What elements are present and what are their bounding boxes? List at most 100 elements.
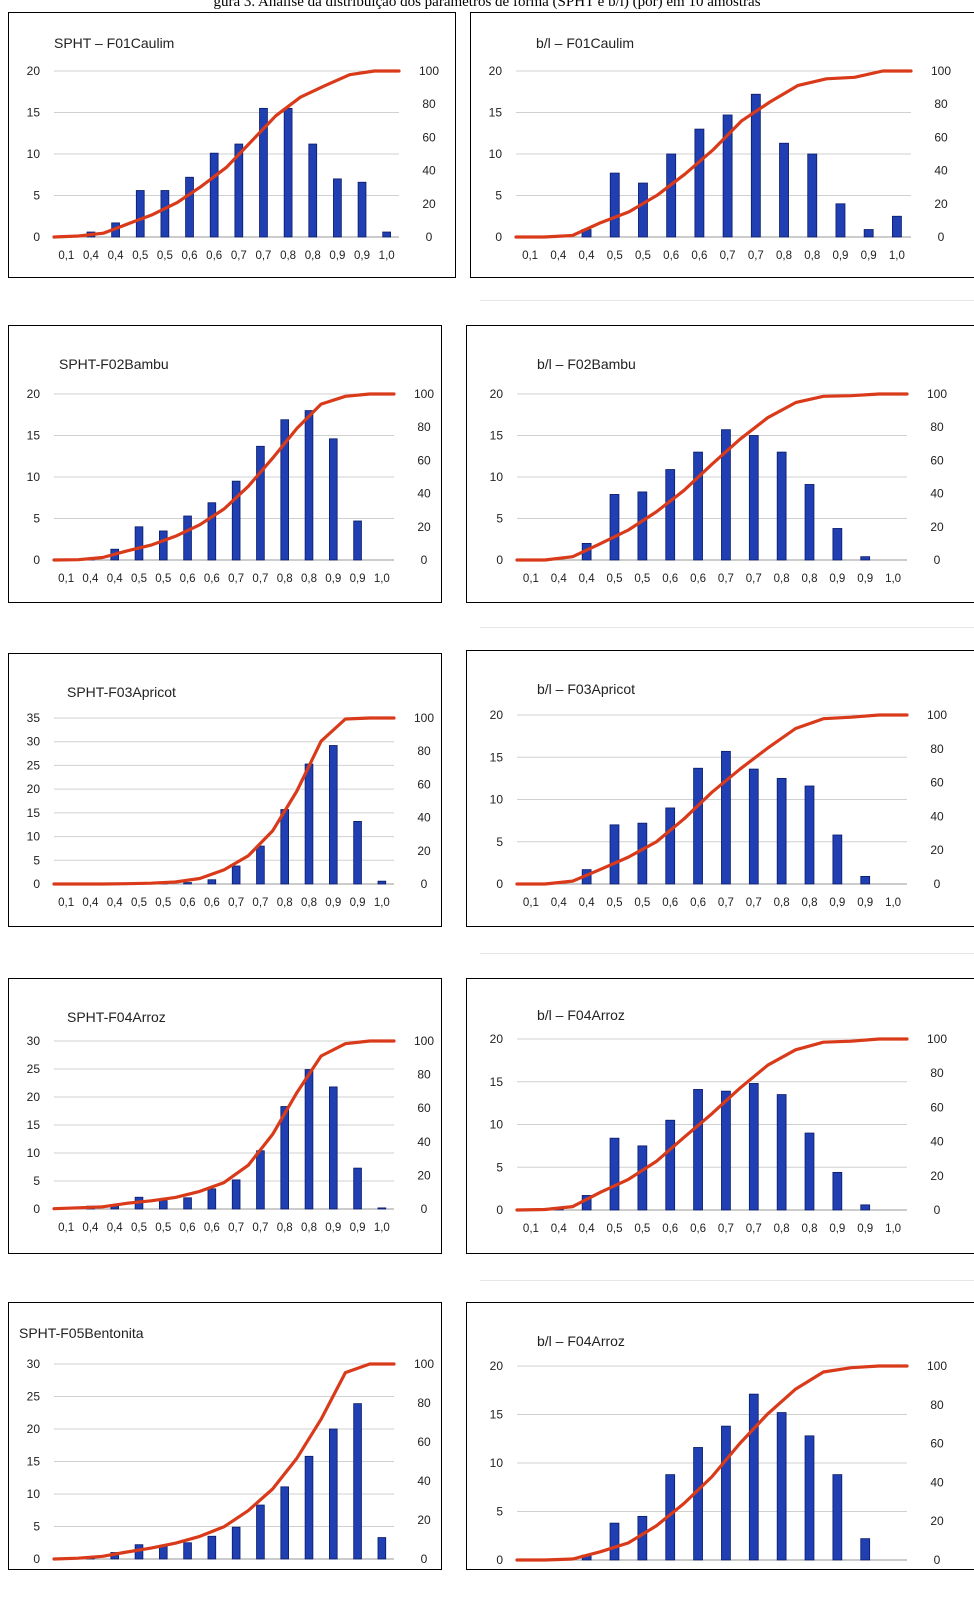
bar [158,530,168,561]
x-tick-label: 0,5 [635,250,651,262]
y2-tick-label: 20 [417,1513,431,1527]
bar [637,1145,648,1211]
y-tick-label: 0 [496,1553,503,1567]
bar [693,1089,703,1211]
cumulative-line [52,716,396,886]
bar [666,153,677,238]
x-tick-label: 0,9 [329,250,345,262]
bar [863,229,874,238]
x-tick-label: 0,5 [634,573,650,585]
y2-tick-label: 100 [414,1034,434,1048]
bar [860,556,871,561]
y-tick-label: 10 [27,1487,41,1501]
bar [207,1188,217,1210]
bar [776,1412,787,1561]
x-tick-label: 0,1 [523,897,539,909]
cumulative-line [515,1364,909,1562]
y-tick-label: 5 [33,1174,40,1188]
x-tick-label: 0,8 [774,1223,790,1235]
y2-tick-label: 100 [414,387,434,401]
bar [665,807,676,885]
bar [304,1069,314,1210]
y2-tick-label: 20 [417,520,431,534]
bar [134,526,144,561]
x-tick-label: 0,4 [82,897,99,909]
bar [722,114,733,238]
x-tick-label: 0,8 [774,573,790,585]
y2-tick-label: 20 [417,844,431,858]
y2-tick-label: 60 [930,776,944,790]
y2-tick-label: 80 [422,97,436,111]
y-tick-label: 15 [27,806,41,820]
y2-tick-label: 40 [417,811,431,825]
bar [183,882,192,885]
bar [183,1542,192,1560]
y-tick-label: 15 [27,429,41,443]
x-tick-label: 1,0 [885,1223,901,1235]
x-tick-label: 0,8 [776,250,792,262]
bar [207,879,217,885]
x-tick-label: 0,6 [690,573,706,585]
y-tick-label: 20 [490,387,504,401]
x-tick-label: 0,5 [607,897,623,909]
y-tick-label: 20 [490,708,504,722]
y2-tick-label: 0 [421,553,428,567]
chart-svg: 0 5 10 15 20 25 30 35 0 20 40 60 80 100 0,1 0,4 0,4 0,5 0,… [27,711,435,909]
y2-tick-label: 80 [930,742,944,756]
y-tick-label: 25 [27,1390,41,1404]
chart-panel-spht-f04: SPHT-F04Arroz 0 5 10 15 20 25 30 0 20 40 60 80 100 0,… [8,978,442,1254]
x-tick-label: 0,8 [802,1223,818,1235]
y2-tick-label: 0 [934,877,941,891]
bar [183,1197,192,1210]
chart-title: SPHT-F04Arroz [67,1009,166,1025]
chart-title: SPHT-F05Bentonita [19,1325,144,1341]
y-tick-label: 30 [27,1034,41,1048]
y2-tick-label: 40 [930,1135,944,1149]
y-tick-label: 15 [490,750,504,764]
bar [609,1522,620,1561]
divider [480,953,974,954]
y-tick-label: 15 [490,429,504,443]
bar [160,190,170,238]
bar [304,763,314,885]
y2-tick-label: 80 [930,1066,944,1080]
chart-panel-spht-f01: SPHT – F01Caulim 0 5 10 15 20 0 20 40 60 80 100 0,1… [8,12,456,278]
y-tick-label: 15 [490,1075,504,1089]
bar [609,1137,620,1211]
bar [832,1474,843,1561]
y-tick-label: 10 [27,830,41,844]
y-tick-label: 0 [33,553,40,567]
x-tick-label: 0,8 [277,897,293,909]
bar [308,143,318,238]
y2-tick-label: 40 [417,487,431,501]
bar [721,429,731,561]
x-tick-label: 0,6 [690,897,706,909]
y2-tick-label: 20 [417,1168,431,1182]
y2-tick-label: 60 [934,130,948,144]
bar [832,1171,843,1211]
chart-panel-bl-f01: b/l – F01Caulim 0 5 10 15 20 0 20 40 60 80 100 0,1 0… [470,12,974,278]
bar [377,1207,387,1210]
x-tick-label: 0,5 [607,573,623,585]
x-tick-label: 0,1 [58,573,74,585]
x-tick-label: 0,1 [58,250,74,262]
x-tick-label: 0,9 [857,897,873,909]
x-tick-label: 0,8 [280,250,296,262]
bar [283,107,293,238]
bar [231,480,241,561]
bar [832,834,843,885]
x-tick-label: 0,7 [252,1222,268,1234]
x-tick-label: 0,5 [131,1222,147,1234]
divider [480,627,974,628]
y-tick-label: 5 [496,1160,503,1174]
chart-panel-spht-f05: SPHT-F05Bentonita 0 5 10 15 20 25 30 0 20 40 60 80 1… [8,1302,442,1570]
divider [480,1280,974,1281]
bar [256,1150,265,1210]
x-tick-label: 1,0 [374,573,390,585]
y-tick-label: 10 [490,793,504,807]
bar [748,1083,759,1211]
y2-tick-label: 40 [934,164,948,178]
x-tick-label: 0,4 [579,250,596,262]
y2-tick-label: 0 [934,553,941,567]
chart-panel-spht-f03: SPHT-F03Apricot 0 5 10 15 20 25 30 35 0 20 40 60 80 1… [8,653,442,927]
